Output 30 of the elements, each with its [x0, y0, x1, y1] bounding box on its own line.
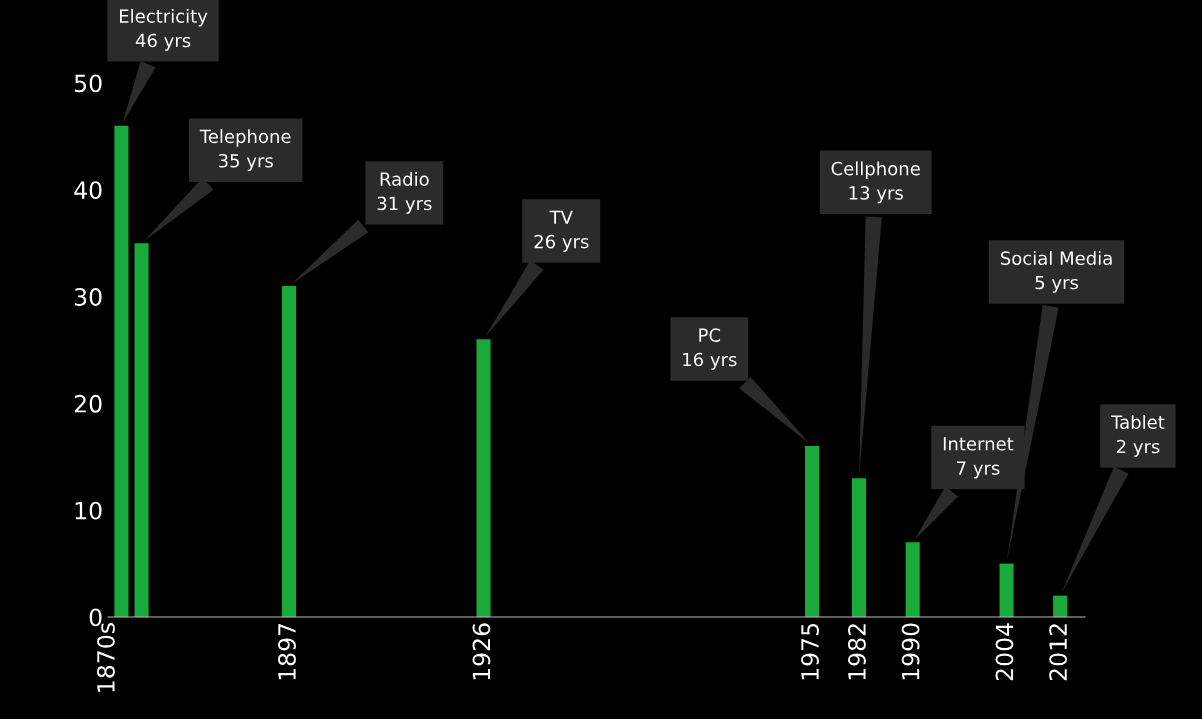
- annotation: Radio 31 yrs: [377, 171, 432, 214]
- bar: [282, 285, 297, 617]
- x-tick-label: 1926: [472, 623, 491, 680]
- y-tick-label: 30: [74, 288, 102, 306]
- bar: [476, 339, 491, 617]
- bar: [134, 243, 149, 617]
- x-tick-label: 1897: [278, 623, 296, 680]
- x-tick-label: 1982: [848, 624, 866, 680]
- annotation: Social Media 5 yrs: [1000, 251, 1112, 293]
- text: Electricity 46 yrs: [120, 8, 208, 51]
- x-tick-label: 1975: [801, 623, 819, 680]
- annotation: TV 26 yrs: [534, 210, 589, 252]
- annotation: Internet 7 yrs: [943, 437, 1014, 479]
- bar: [851, 478, 867, 617]
- y-tick-label: 10: [75, 501, 102, 520]
- x-tick-label: 2004: [995, 623, 1014, 681]
- text: Tablet 2 yrs: [1111, 415, 1165, 457]
- bar: [999, 563, 1014, 617]
- annotation: Cellphone 13 yrs: [831, 161, 920, 204]
- bar: [805, 446, 820, 617]
- bar: [905, 542, 920, 617]
- x-tick-label: 2012: [1049, 624, 1068, 681]
- y-tick-label: 20: [74, 394, 102, 413]
- annotation: Telephone 35 yrs: [199, 129, 291, 172]
- annotation: PC 16 yrs: [683, 328, 737, 370]
- bar: [1053, 595, 1068, 617]
- y-tick-label: 40: [74, 181, 102, 200]
- x-tick-label: 1990: [901, 623, 920, 680]
- bar: [114, 125, 129, 617]
- y-tick-label: 50: [74, 74, 102, 93]
